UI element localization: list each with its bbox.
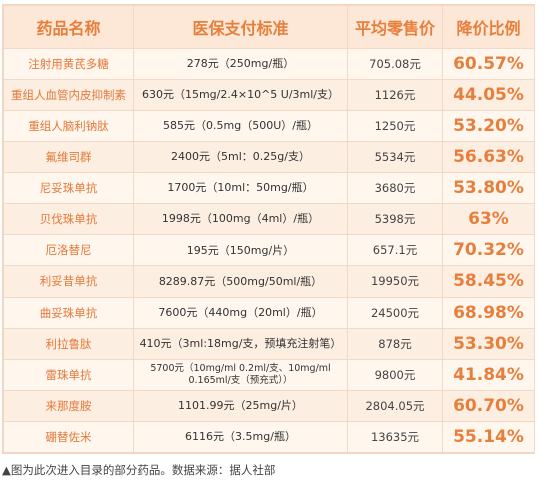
- insurance-standard-cell: 1700元（10ml：50mg/瓶）: [133, 172, 348, 205]
- reduction-ratio-cell: 41.84%: [442, 358, 535, 391]
- reduction-ratio-cell: 60.70%: [442, 389, 535, 422]
- drug-name-cell: 厄洛替尼: [3, 234, 134, 267]
- reduction-ratio-cell: 60.57%: [442, 47, 535, 81]
- drug-name-cell: 利拉鲁肽: [3, 327, 134, 360]
- image-caption: ▲图为此次进入目录的部分药品。数据来源：据人社部: [2, 463, 276, 477]
- drug-name-cell: 雷珠单抗: [3, 358, 134, 391]
- header-price-reduction-ratio: 降价比例: [442, 5, 535, 49]
- header-average-retail-price: 平均零售价: [347, 5, 443, 49]
- table-row: 雷珠单抗 5700元（10mg/ml 0.2ml/支、10mg/ml 0.165…: [3, 358, 535, 391]
- reduction-ratio-cell: 70.32%: [442, 234, 535, 267]
- table-row: 氟维司群 2400元（5ml：0.25g/支） 5534元 56.63%: [3, 141, 535, 174]
- insurance-standard-cell: 2400元（5ml：0.25g/支）: [133, 141, 348, 174]
- average-price-cell: 705.08元: [347, 47, 443, 81]
- drug-name-cell: 重组人脑利钠肽: [3, 110, 134, 143]
- average-price-cell: 2804.05元: [347, 389, 443, 422]
- average-price-cell: 24500元: [347, 296, 443, 329]
- drug-name-cell: 贝伐珠单抗: [3, 203, 134, 236]
- insurance-standard-cell: 8289.87元（500mg/50ml/瓶）: [133, 265, 348, 298]
- average-price-cell: 3680元: [347, 172, 443, 205]
- reduction-ratio-cell: 58.45%: [442, 265, 535, 298]
- drug-name-cell: 尼妥珠单抗: [3, 172, 134, 205]
- insurance-standard-cell: 7600元（440mg（20ml）/瓶）: [133, 296, 348, 329]
- insurance-standard-cell: 5700元（10mg/ml 0.2ml/支、10mg/ml 0.165ml/支（…: [133, 358, 348, 391]
- drug-name-cell: 硼替佐米: [3, 420, 134, 454]
- average-price-cell: 657.1元: [347, 234, 443, 267]
- drug-name-cell: 曲妥珠单抗: [3, 296, 134, 329]
- average-price-cell: 5534元: [347, 141, 443, 174]
- insurance-standard-cell: 1998元（100mg（4ml）/瓶）: [133, 203, 348, 236]
- drug-name-cell: 利妥昔单抗: [3, 265, 134, 298]
- average-price-cell: 1126元: [347, 79, 443, 112]
- table-row: 来那度胺 1101.99元（25mg/片） 2804.05元 60.70%: [3, 389, 535, 422]
- reduction-ratio-cell: 56.63%: [442, 141, 535, 174]
- table-row: 重组人血管内皮抑制素 630元（15mg/2.4×10^5 U/3ml/支） 1…: [3, 79, 535, 112]
- insurance-standard-cell: 6116元（3.5mg/瓶）: [133, 420, 348, 454]
- table-row: 重组人脑利钠肽 585元（0.5mg（500U）/瓶） 1250元 53.20%: [3, 110, 535, 143]
- average-price-cell: 19950元: [347, 265, 443, 298]
- insurance-standard-cell: 630元（15mg/2.4×10^5 U/3ml/支）: [133, 79, 348, 112]
- drug-name-cell: 注射用黄芪多糖: [3, 47, 134, 81]
- reduction-ratio-cell: 53.30%: [442, 327, 535, 360]
- insurance-standard-cell: 1101.99元（25mg/片）: [133, 389, 348, 422]
- table-row: 利妥昔单抗 8289.87元（500mg/50ml/瓶） 19950元 58.4…: [3, 265, 535, 298]
- table-row: 注射用黄芪多糖 278元（250mg/瓶） 705.08元 60.57%: [3, 47, 535, 81]
- drug-name-cell: 氟维司群: [3, 141, 134, 174]
- drug-price-table-container: 药品名称 医保支付标准 平均零售价 降价比例 注射用黄芪多糖 278元（250m…: [2, 4, 535, 454]
- insurance-standard-cell: 410元（3ml:18mg/支，预填充注射笔）: [133, 327, 348, 360]
- table-row: 利拉鲁肽 410元（3ml:18mg/支，预填充注射笔） 878元 53.30%: [3, 327, 535, 360]
- drug-price-table: 药品名称 医保支付标准 平均零售价 降价比例 注射用黄芪多糖 278元（250m…: [3, 5, 535, 454]
- reduction-ratio-cell: 55.14%: [442, 420, 535, 454]
- average-price-cell: 9800元: [347, 358, 443, 391]
- reduction-ratio-cell: 53.80%: [442, 172, 535, 205]
- reduction-ratio-cell: 68.98%: [442, 296, 535, 329]
- average-price-cell: 878元: [347, 327, 443, 360]
- insurance-standard-cell: 278元（250mg/瓶）: [133, 47, 348, 81]
- average-price-cell: 1250元: [347, 110, 443, 143]
- average-price-cell: 13635元: [347, 420, 443, 454]
- table-row: 尼妥珠单抗 1700元（10ml：50mg/瓶） 3680元 53.80%: [3, 172, 535, 205]
- table-row: 厄洛替尼 195元（150mg/片） 657.1元 70.32%: [3, 234, 535, 267]
- drug-name-cell: 重组人血管内皮抑制素: [3, 79, 134, 112]
- reduction-ratio-cell: 44.05%: [442, 79, 535, 112]
- table-row: 硼替佐米 6116元（3.5mg/瓶） 13635元 55.14%: [3, 420, 535, 454]
- header-row: 药品名称 医保支付标准 平均零售价 降价比例: [3, 5, 535, 49]
- table-row: 曲妥珠单抗 7600元（440mg（20ml）/瓶） 24500元 68.98%: [3, 296, 535, 329]
- insurance-standard-cell: 195元（150mg/片）: [133, 234, 348, 267]
- reduction-ratio-cell: 63%: [442, 203, 535, 236]
- table-body: 注射用黄芪多糖 278元（250mg/瓶） 705.08元 60.57% 重组人…: [3, 47, 535, 454]
- table-row: 贝伐珠单抗 1998元（100mg（4ml）/瓶） 5398元 63%: [3, 203, 535, 236]
- table-header: 药品名称 医保支付标准 平均零售价 降价比例: [3, 5, 535, 49]
- average-price-cell: 5398元: [347, 203, 443, 236]
- header-drug-name: 药品名称: [3, 5, 134, 49]
- header-insurance-standard: 医保支付标准: [133, 5, 348, 49]
- reduction-ratio-cell: 53.20%: [442, 110, 535, 143]
- insurance-standard-cell: 585元（0.5mg（500U）/瓶）: [133, 110, 348, 143]
- drug-name-cell: 来那度胺: [3, 389, 134, 422]
